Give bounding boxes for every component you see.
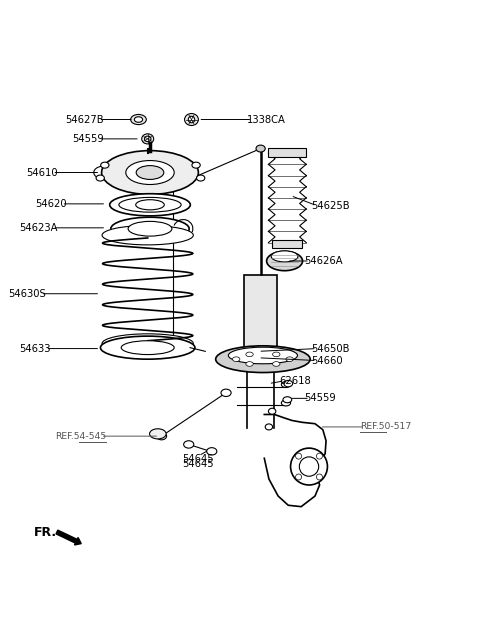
Ellipse shape xyxy=(142,134,154,144)
Ellipse shape xyxy=(101,162,109,168)
Ellipse shape xyxy=(221,389,231,397)
Ellipse shape xyxy=(150,429,166,439)
Ellipse shape xyxy=(136,166,164,179)
Ellipse shape xyxy=(102,225,193,245)
Text: REF.54-545: REF.54-545 xyxy=(55,431,106,441)
Ellipse shape xyxy=(102,150,198,195)
Ellipse shape xyxy=(156,433,167,440)
Ellipse shape xyxy=(100,336,195,359)
Ellipse shape xyxy=(273,362,280,366)
Text: 54630S: 54630S xyxy=(9,289,46,299)
Ellipse shape xyxy=(128,221,172,236)
Text: FR.: FR. xyxy=(34,525,57,538)
Text: 54627B: 54627B xyxy=(65,115,104,125)
Ellipse shape xyxy=(228,347,298,364)
Ellipse shape xyxy=(246,362,253,366)
Ellipse shape xyxy=(216,346,310,372)
Text: 54559: 54559 xyxy=(304,394,336,403)
Ellipse shape xyxy=(296,453,301,459)
Text: REF.50-517: REF.50-517 xyxy=(360,422,411,431)
Bar xyxy=(268,148,306,157)
Ellipse shape xyxy=(273,352,280,356)
Ellipse shape xyxy=(192,162,200,168)
Ellipse shape xyxy=(109,194,191,216)
Text: 54610: 54610 xyxy=(26,168,58,177)
Text: 54620: 54620 xyxy=(36,199,67,209)
FancyArrow shape xyxy=(56,530,81,545)
Ellipse shape xyxy=(188,116,195,123)
Text: 54650B: 54650B xyxy=(312,344,350,353)
Ellipse shape xyxy=(207,447,217,455)
Text: 54626A: 54626A xyxy=(304,256,343,266)
Ellipse shape xyxy=(134,116,143,122)
Ellipse shape xyxy=(111,217,189,240)
Ellipse shape xyxy=(136,200,164,210)
Text: 54623A: 54623A xyxy=(19,223,58,233)
Ellipse shape xyxy=(316,453,323,459)
Ellipse shape xyxy=(271,251,298,262)
Ellipse shape xyxy=(283,397,292,403)
Ellipse shape xyxy=(281,400,290,406)
Ellipse shape xyxy=(266,252,302,271)
Text: 54559: 54559 xyxy=(72,134,104,144)
Ellipse shape xyxy=(300,457,319,476)
Ellipse shape xyxy=(268,408,276,414)
Ellipse shape xyxy=(246,352,253,356)
Ellipse shape xyxy=(286,357,293,362)
Text: 54625B: 54625B xyxy=(312,201,350,211)
Ellipse shape xyxy=(126,161,174,184)
Ellipse shape xyxy=(102,334,193,353)
Ellipse shape xyxy=(256,145,265,152)
Text: 54633: 54633 xyxy=(19,344,51,353)
Bar xyxy=(272,240,302,248)
Ellipse shape xyxy=(232,357,240,362)
Ellipse shape xyxy=(144,136,151,141)
Ellipse shape xyxy=(131,115,146,125)
Text: 54660: 54660 xyxy=(312,356,343,365)
Ellipse shape xyxy=(281,381,290,387)
Ellipse shape xyxy=(284,380,293,387)
Ellipse shape xyxy=(121,340,174,355)
Text: 54645: 54645 xyxy=(182,459,214,469)
Bar xyxy=(244,275,277,362)
Ellipse shape xyxy=(316,474,323,480)
Ellipse shape xyxy=(96,175,104,181)
Text: 54645: 54645 xyxy=(182,454,214,464)
Text: 1338CA: 1338CA xyxy=(247,115,286,125)
Ellipse shape xyxy=(184,441,194,448)
Ellipse shape xyxy=(196,175,205,181)
Ellipse shape xyxy=(265,424,273,430)
Ellipse shape xyxy=(290,448,327,485)
Text: 62618: 62618 xyxy=(279,376,311,386)
Ellipse shape xyxy=(185,113,198,125)
Ellipse shape xyxy=(296,474,301,480)
Ellipse shape xyxy=(119,197,181,212)
